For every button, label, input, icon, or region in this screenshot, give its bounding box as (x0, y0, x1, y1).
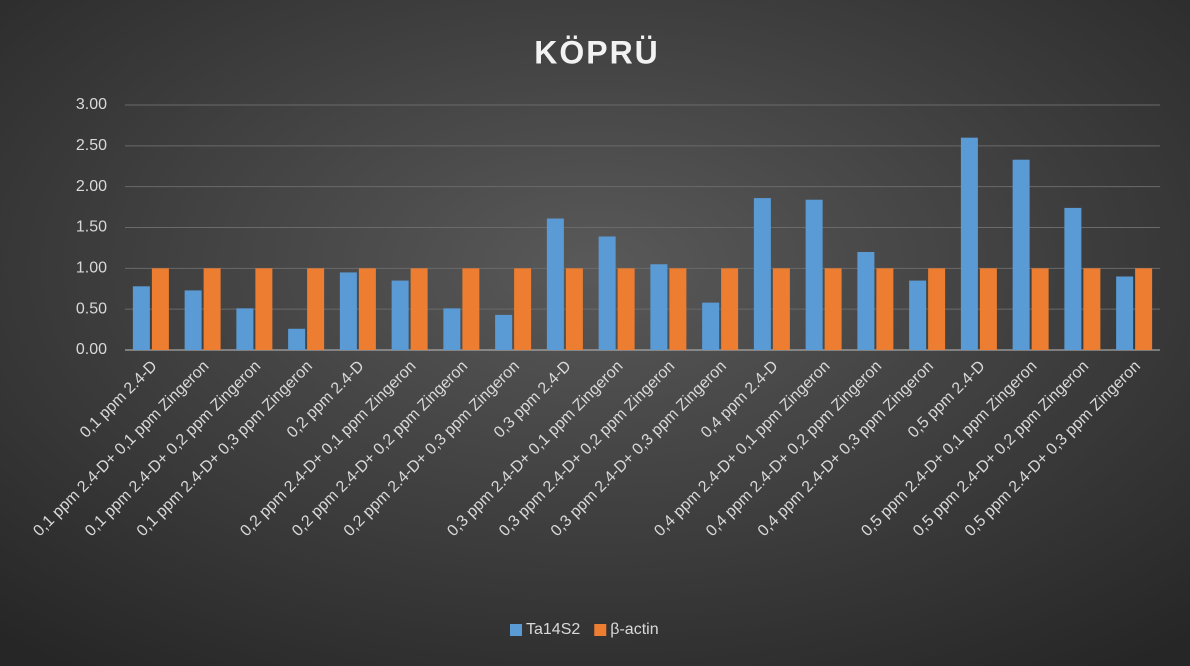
bar (960, 137, 978, 350)
bar (979, 268, 997, 350)
y-tick-label: 1.50 (76, 219, 107, 236)
bar (410, 268, 428, 350)
y-tick-label: 3.00 (76, 96, 107, 113)
bar (650, 264, 668, 350)
legend-label: Ta14S2 (526, 621, 580, 638)
legend-swatch (594, 624, 607, 636)
bar (598, 236, 616, 350)
bar (1116, 276, 1134, 350)
bar (1012, 159, 1030, 350)
y-tick-label: 2.00 (76, 178, 107, 195)
bar (876, 268, 894, 350)
legend-swatch (510, 624, 522, 636)
bar (307, 268, 325, 350)
bar (772, 268, 790, 350)
bar (443, 308, 461, 350)
bar (753, 198, 771, 350)
bar (391, 280, 409, 350)
bar (255, 268, 273, 350)
bar (1064, 207, 1082, 350)
bar (1083, 268, 1101, 350)
bar (857, 252, 875, 350)
bar (928, 268, 946, 350)
bar (702, 302, 720, 350)
bar (184, 290, 202, 350)
bar (1135, 268, 1153, 350)
bar (288, 328, 306, 350)
bar (805, 199, 823, 350)
bar (236, 308, 254, 350)
bar (1031, 268, 1049, 350)
bar (495, 314, 513, 350)
chart-title: KÖPRÜ (534, 34, 660, 70)
bar (339, 272, 357, 350)
bar (462, 268, 480, 350)
bar (617, 268, 635, 350)
bar (721, 268, 739, 350)
y-tick-label: 0.50 (76, 300, 107, 317)
bar (358, 268, 376, 350)
bar (565, 268, 583, 350)
bar (909, 280, 927, 350)
y-tick-label: 1.00 (76, 260, 107, 277)
y-tick-label: 0.00 (76, 341, 107, 358)
bar (546, 218, 564, 350)
bar (824, 268, 842, 350)
bar (151, 268, 169, 350)
y-tick-label: 2.50 (76, 137, 107, 154)
bar (514, 268, 532, 350)
bar (132, 286, 150, 350)
bar (203, 268, 221, 350)
bar (669, 268, 687, 350)
legend-label: β-actin (610, 621, 658, 638)
